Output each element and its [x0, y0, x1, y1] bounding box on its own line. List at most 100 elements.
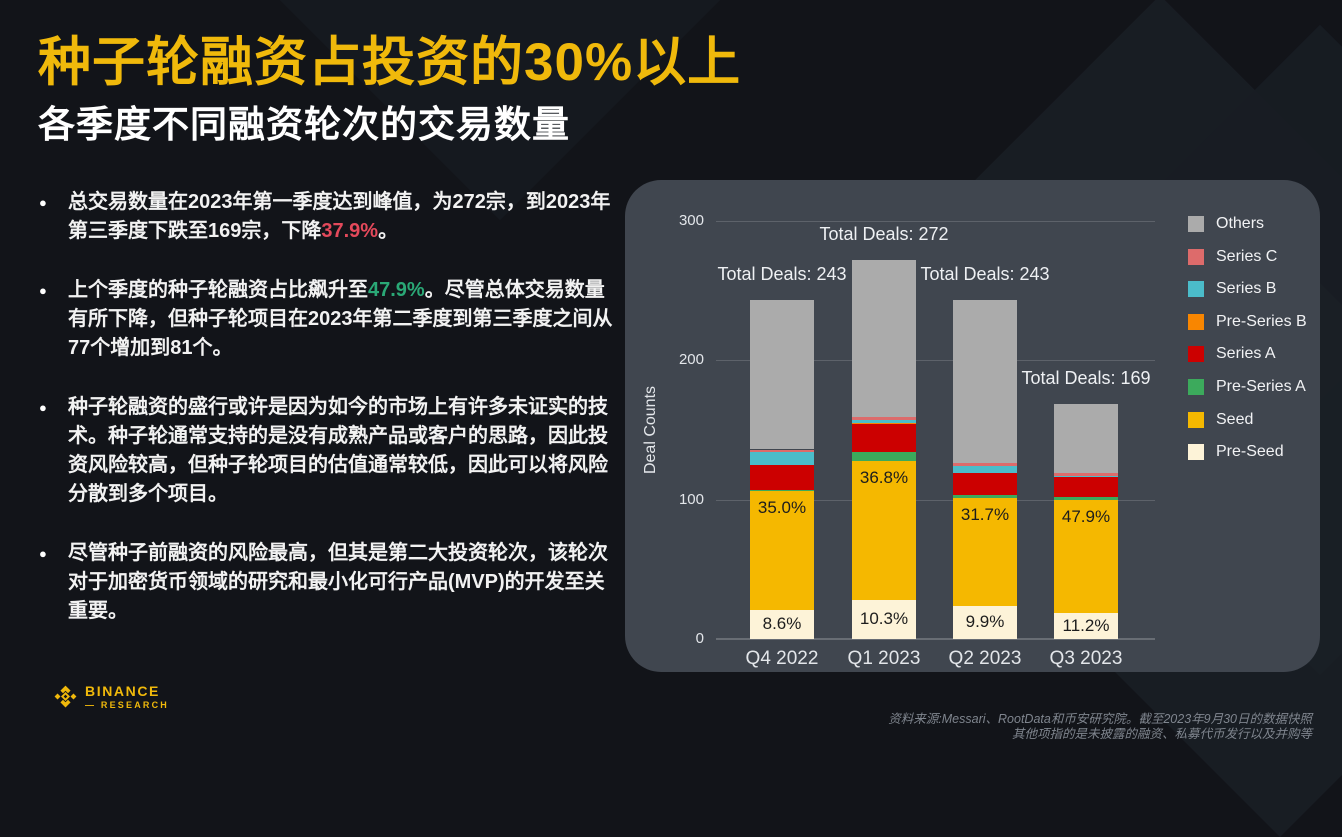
total-deals-label: Total Deals: 169: [1021, 367, 1151, 388]
bullet-text: 。: [378, 220, 399, 242]
y-tick-label: 300: [678, 212, 704, 229]
source-line-1: 资料来源:Messari、RootData和币安研究院。截至2023年9月30日…: [888, 712, 1312, 726]
page-title: 种子轮融资占投资的30%以上: [38, 33, 742, 92]
bar-segment-others: [750, 300, 814, 450]
legend-label: Seed: [1216, 410, 1254, 428]
bar-segment-series-c: [953, 463, 1017, 467]
bullet-text: 上个季度的种子轮融资占比飙升至: [68, 279, 368, 301]
bar-segment-series-b: [953, 466, 1017, 474]
bar-segment-seed: [953, 498, 1017, 606]
bar-percent-label: 11.2%: [1062, 615, 1110, 635]
x-category-label: Q4 2022: [745, 648, 819, 669]
legend-swatch: [1188, 411, 1204, 428]
bar-segment-pre-seed: [953, 605, 1017, 639]
legend-label: Series C: [1216, 247, 1278, 265]
source-line-2: 其他项指的是未披露的融资、私募代币发行以及并购等: [1011, 727, 1312, 741]
bullet-text: 种子轮融资的盛行或许是因为如今的市场上有许多未证实的技术。种子轮通常支持的是没有…: [68, 396, 608, 505]
bar-segment-series-c: [852, 417, 916, 421]
bar-percent-label: 47.9%: [1061, 506, 1111, 526]
legend-swatch: [1188, 216, 1204, 232]
legend-label: Series B: [1216, 280, 1277, 298]
legend-swatch: [1188, 444, 1204, 461]
bar-percent-label: 9.9%: [965, 612, 1005, 632]
bar-segment-others: [1054, 403, 1118, 474]
bullet-item-1: 总交易数量在2023年第一季度达到峰值，为272宗，到2023年第三季度下跌至1…: [38, 188, 616, 246]
bar-percent-label: 10.3%: [859, 609, 909, 629]
bar-segment-pre-seed: [1054, 612, 1118, 639]
bullet-text: 尽管种子前融资的风险最高，但其是第二大投资轮次，该轮次对于加密货币领域的研究和最…: [68, 542, 608, 622]
bar-segment-others: [852, 260, 916, 418]
legend-item-others: Others: [1188, 215, 1264, 233]
grid-line: [716, 221, 1155, 222]
total-deals-label: Total Deals: 243: [717, 264, 847, 285]
bullet-item-3: 种子轮融资的盛行或许是因为如今的市场上有许多未证实的技术。种子轮通常支持的是没有…: [38, 393, 616, 509]
legend-swatch: [1188, 346, 1204, 363]
legend-swatch: [1188, 281, 1204, 298]
bullet-text: 。尽管总体交易数量有所下降，但种子轮项目在2023年第二季度到第三季度之间从77…: [68, 279, 613, 359]
bar-segment-series-b: [1054, 475, 1118, 478]
legend-swatch: [1188, 379, 1204, 395]
grid-line: [716, 360, 1155, 362]
legend-item-series-a: Series A: [1188, 345, 1276, 363]
bar-segment-seed: [750, 491, 814, 610]
bar-percent-label: 36.8%: [859, 467, 909, 487]
bar-segment-pre-seed: [750, 609, 814, 639]
legend-label: Pre-Series B: [1216, 312, 1307, 330]
legend-item-series-b: Series B: [1188, 280, 1276, 298]
bullet-item-4: 尽管种子前融资的风险最高，但其是第二大投资轮次，该轮次对于加密货币领域的研究和最…: [38, 539, 616, 626]
bar-segment-pre-series-a: [852, 452, 916, 461]
legend-label: Others: [1216, 215, 1265, 232]
binance-research-logo: BINANCE — RESEARCH: [53, 683, 169, 710]
legend-label: Series A: [1216, 345, 1276, 363]
x-category-label: Q1 2023: [847, 648, 921, 669]
bar-segment-series-b: [750, 452, 814, 465]
y-tick-label: 100: [678, 490, 704, 508]
header: 种子轮融资占投资的30%以上 各季度不同融资轮次的交易数量: [38, 33, 742, 148]
y-tick-label: 0: [695, 630, 704, 647]
bar-segment-pre-series-b: [852, 423, 916, 425]
bar-percent-label: 8.6%: [762, 614, 802, 634]
legend-item-seed: Seed: [1188, 411, 1253, 429]
legend-item-series-c: Series C: [1188, 248, 1277, 266]
bar-segment-pre-series-a: [750, 489, 814, 492]
legend-swatch: [1188, 248, 1204, 265]
bar-segment-seed: [852, 460, 916, 600]
total-deals-label: Total Deals: 243: [920, 264, 1050, 285]
bar-percent-label: 35.0%: [757, 498, 807, 518]
bullet-list: 总交易数量在2023年第一季度达到峰值，为272宗，到2023年第三季度下跌至1…: [38, 188, 616, 656]
bar-segment-series-a: [953, 473, 1017, 496]
bar-segment-others: [953, 300, 1017, 464]
legend-item-pre-series-b: Pre-Series B: [1188, 313, 1307, 331]
bar-segment-series-c: [1054, 473, 1118, 476]
bar-segment-series-a: [852, 424, 916, 453]
bar-segment-series-b: [852, 420, 916, 424]
x-category-label: Q3 2023: [1049, 648, 1123, 669]
bar-segment-pre-seed: [852, 599, 916, 639]
bullet-highlight: 37.9%: [321, 220, 379, 242]
bar-segment-series-a: [1054, 477, 1118, 497]
legend-item-pre-series-a: Pre-Series A: [1188, 378, 1306, 396]
x-axis-line: [716, 638, 1155, 640]
logo-text: BINANCE — RESEARCH: [85, 683, 169, 710]
bar-segment-seed: [1054, 499, 1118, 613]
chart-panel: Deal Counts 0 100 200 300 8.6% 35.0% Total Dea…: [625, 180, 1320, 672]
x-category-label: Q2 2023: [948, 648, 1022, 669]
bullet-highlight: 47.9%: [368, 279, 425, 301]
logo-brand-sub: — RESEARCH: [85, 700, 170, 710]
bar-percent-label: 31.7%: [960, 505, 1010, 525]
legend-label: Pre-Series A: [1216, 378, 1306, 395]
page-subtitle: 各季度不同融资轮次的交易数量: [38, 104, 570, 146]
legend-label: Pre-Seed: [1216, 443, 1284, 461]
bar-segment-pre-series-a: [1054, 496, 1118, 500]
bullet-item-2: 上个季度的种子轮融资占比飙升至47.9%。尽管总体交易数量有所下降，但种子轮项目…: [38, 276, 616, 363]
y-tick-label: 200: [678, 351, 704, 369]
binance-logo-icon: [54, 685, 77, 708]
legend-swatch: [1188, 313, 1204, 330]
logo-brand: BINANCE: [85, 683, 160, 699]
total-deals-label: Total Deals: 272: [819, 224, 949, 244]
source-note: 资料来源:Messari、RootData和币安研究院。截至2023年9月30日…: [888, 712, 1312, 742]
legend-item-pre-seed: Pre-Seed: [1188, 443, 1284, 461]
bar-segment-series-c: [750, 449, 814, 453]
grid-line: [716, 499, 1155, 501]
bar-segment-pre-series-a: [953, 495, 1017, 499]
